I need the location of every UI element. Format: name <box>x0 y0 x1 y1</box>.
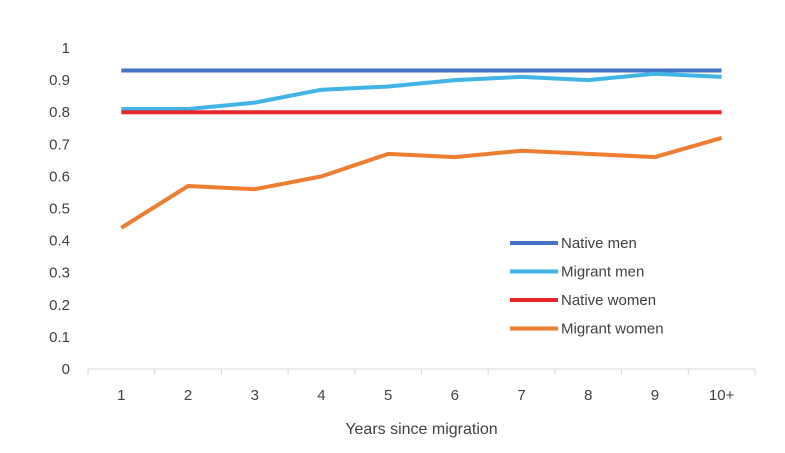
y-tick-label: 0.3 <box>49 265 70 282</box>
legend: Native men Migrant men Native women Migrant… <box>510 235 664 338</box>
y-tick-label: 0.7 <box>49 136 70 153</box>
x-tick-label: 5 <box>384 387 392 404</box>
x-tick-label: 3 <box>251 387 259 404</box>
legend-label-migrant-women: Migrant women <box>561 321 664 338</box>
x-tick-label: 6 <box>451 387 459 404</box>
y-tick-label: 0 <box>62 361 70 378</box>
y-axis-ticks: 0 0.1 0.2 0.3 0.4 0.5 0.6 0.7 0.8 0.9 1 <box>49 40 70 378</box>
x-tick-label: 10+ <box>709 387 735 404</box>
legend-label-native-women: Native women <box>561 292 656 309</box>
series-line-migrant-men <box>121 71 722 111</box>
y-tick-label: 0.4 <box>49 233 70 250</box>
y-tick-label: 0.9 <box>49 72 70 89</box>
x-tick-label: 7 <box>517 387 525 404</box>
y-tick-label: 0.1 <box>49 329 70 346</box>
x-tick-label: 8 <box>584 387 592 404</box>
legend-label-migrant-men: Migrant men <box>561 264 644 281</box>
y-tick-label: 1 <box>62 40 70 57</box>
legend-label-native-men: Native men <box>561 235 637 252</box>
series-line-migrant-women <box>120 135 723 230</box>
x-tick-label: 4 <box>317 387 325 404</box>
y-tick-label: 0.8 <box>49 104 70 121</box>
y-tick-label: 0.6 <box>49 168 70 185</box>
x-tick-label: 9 <box>651 387 659 404</box>
x-tick-label: 1 <box>117 387 125 404</box>
x-axis-ticks: 1 2 3 4 5 6 7 8 9 10+ <box>87 369 756 404</box>
series-lines <box>120 68 723 230</box>
x-tick-label: 2 <box>184 387 192 404</box>
x-axis-title: Years since migration <box>345 421 497 438</box>
y-tick-label: 0.5 <box>49 201 70 218</box>
y-tick-label: 0.2 <box>49 297 70 314</box>
